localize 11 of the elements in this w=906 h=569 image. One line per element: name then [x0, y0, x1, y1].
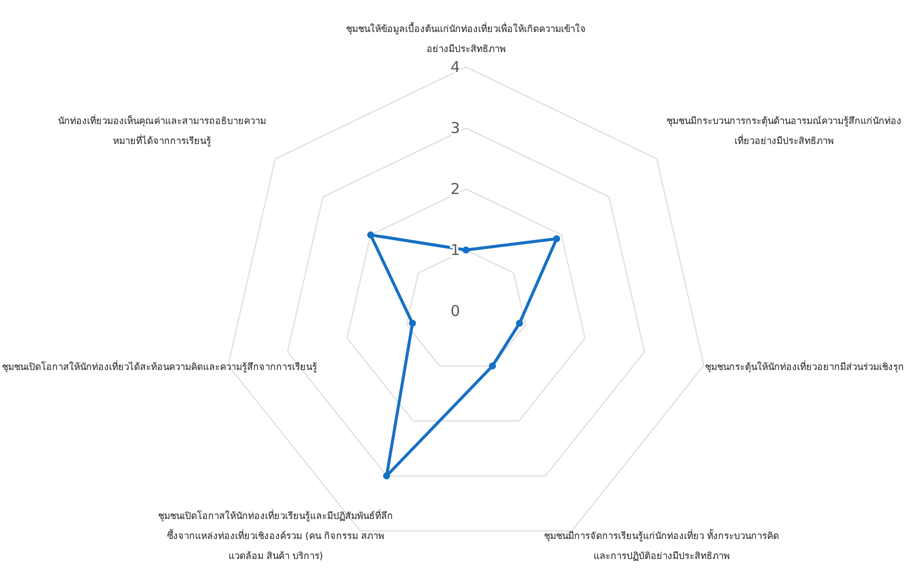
spoke-label: นักท่องเที่ยวมองเห็นคุณค่าและสามารถอธิบายความหมายที่ได้จากการเรียนรู้	[57, 113, 268, 150]
y-tick-label: 3	[450, 119, 460, 137]
spoke-label: ชุมชนมีการจัดการเรียนรู้แก่นักท่องเที่ยว ทั้งกระบวนการคิดและการปฏิบัติอย่างมีประสิทธิภาพ	[542, 528, 780, 564]
spoke-label: ชุมชนเปิดโอกาสให้นักท่องเที่ยวเรียนรู้และมีปฏิสัมพันธ์ที่ลึกซึ้งจากแหล่งท่องเที่ยวเชิงองค์รวม (คน กิจกรรม สภาพแวดล้อม สินค้า บริการ)	[157, 508, 394, 564]
y-tick-label: 0	[450, 302, 460, 320]
spoke-label: ชุมชนมีกระบวนการกระตุ้นด้านอารมณ์ความรู้สึกแก่นักท่องเที่ยวอย่างมีประสิทธิภาพ	[666, 114, 902, 150]
y-tick-label: 2	[450, 180, 460, 198]
spoke-label: ชุมชนกระตุ้นให้นักท่องเที่ยวอยากมีส่วนร่วมเชิงรุก	[705, 359, 904, 375]
spoke-label: ชุมชนให้ข้อมูลเบื้องต้นแก่นักท่องเที่ยวเพื่อให้เกิดความเข้าใจอย่างมีประสิทธิภาพ	[345, 21, 587, 57]
y-tick-label: 4	[450, 58, 460, 76]
spoke-label: ชุมชนเปิดโอกาสให้นักท่องเที่ยวได้สะท้อนความคิดและความรู้สึกจากการเรียนรู้	[2, 359, 317, 375]
